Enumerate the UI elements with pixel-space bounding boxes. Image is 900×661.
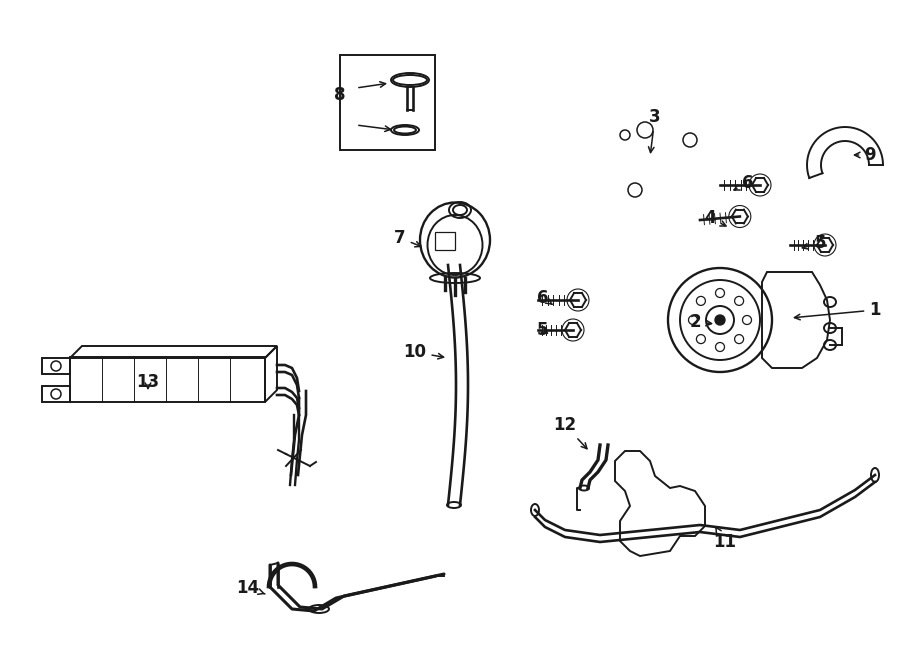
Bar [340, 55, 435, 150]
Text: 9: 9 [854, 146, 876, 164]
Text: 13: 13 [137, 373, 159, 391]
Text: 7: 7 [394, 229, 421, 247]
Ellipse shape [579, 485, 589, 490]
Text: 5: 5 [537, 321, 549, 339]
Bar [70, 357, 265, 402]
Text: 4: 4 [704, 209, 726, 227]
Text: 6: 6 [537, 289, 552, 307]
Text: 12: 12 [554, 416, 587, 449]
Text: 14: 14 [237, 579, 265, 597]
Ellipse shape [393, 75, 427, 85]
Text: 6: 6 [734, 174, 754, 192]
Ellipse shape [447, 502, 461, 508]
Text: 5: 5 [802, 234, 826, 252]
Text: 1: 1 [795, 301, 881, 320]
Circle shape [715, 315, 725, 325]
Ellipse shape [394, 126, 416, 134]
Ellipse shape [531, 504, 539, 516]
Bar [42, 386, 70, 402]
Text: 8: 8 [334, 86, 346, 104]
Text: 11: 11 [714, 527, 736, 551]
Bar [435, 232, 455, 250]
Text: 3: 3 [649, 108, 661, 153]
Text: 10: 10 [403, 343, 444, 361]
Text: 2: 2 [689, 313, 712, 331]
Bar [42, 358, 70, 374]
